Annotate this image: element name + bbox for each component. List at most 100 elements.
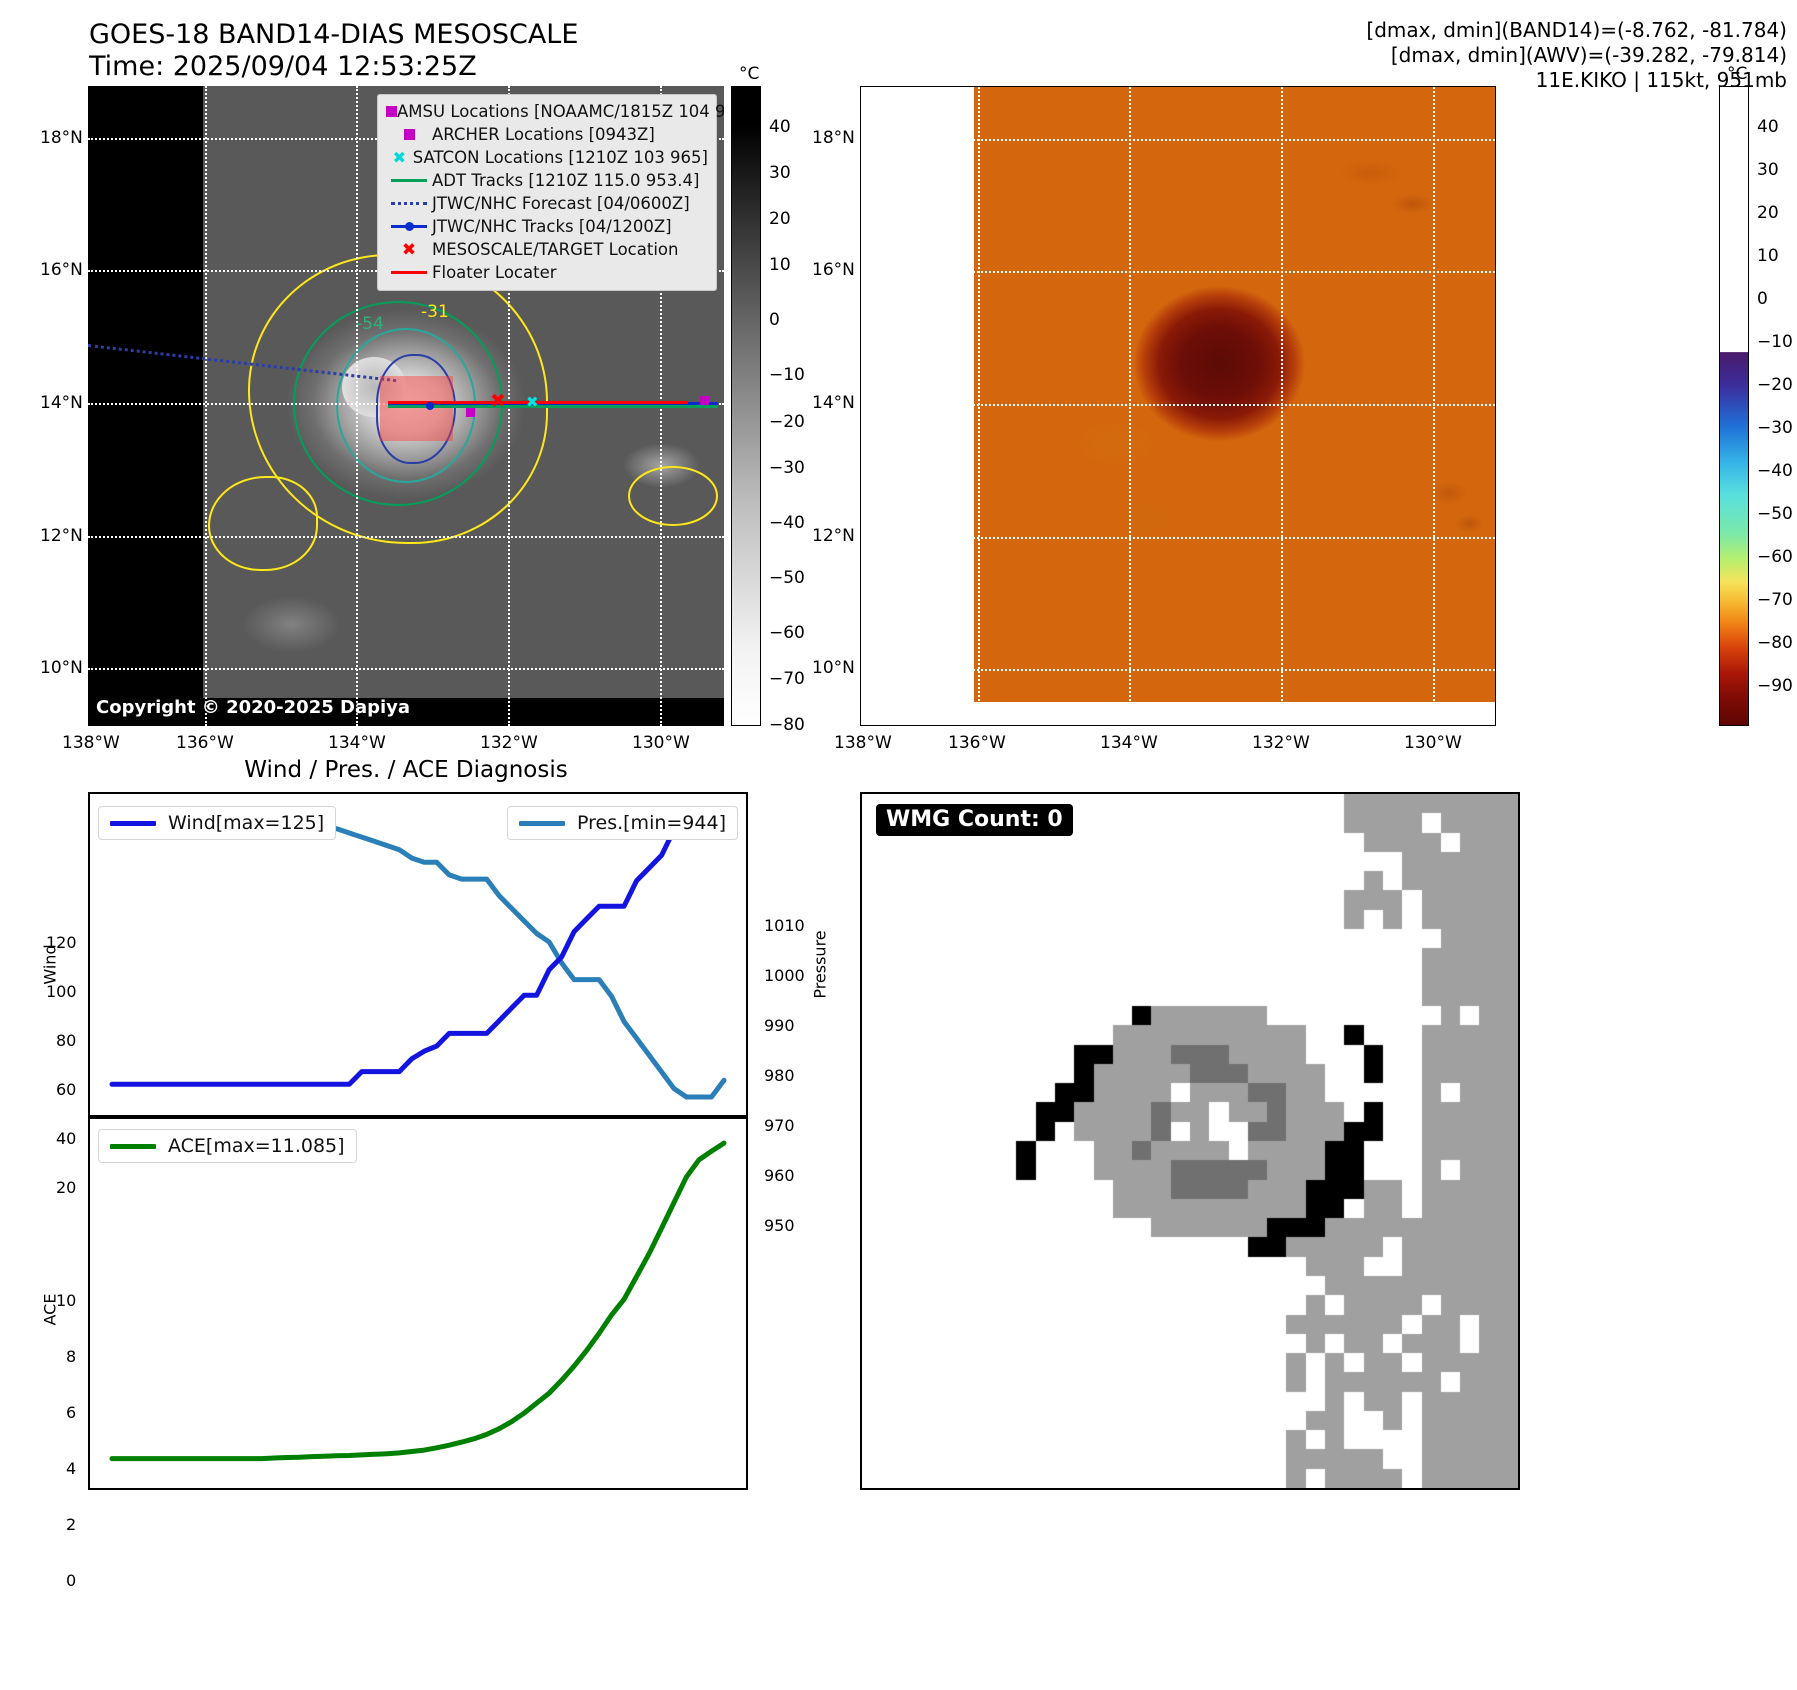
gridline-lon-132w (1281, 87, 1283, 725)
ir-lat-tick-18n: 18°N (40, 128, 83, 148)
ir-panel-legend: AMSU Locations [NOAAMC/1815Z 104 973] AR… (377, 94, 724, 291)
legend-item-archer[interactable]: ARCHER Locations [0943Z] (386, 123, 708, 146)
ir-cb-tick: −40 (769, 513, 805, 533)
ir-lat-tick-14n: 14°N (40, 393, 83, 413)
legend-item-jtwc-tracks[interactable]: JTWC/NHC Tracks [04/1200Z] (386, 215, 708, 238)
wind-tick: 60 (56, 1080, 77, 1099)
x-marker-icon: ✖ (392, 148, 407, 167)
ir-lat-tick-12n: 12°N (40, 526, 83, 546)
wind-pressure-chart[interactable]: Wind[max=125] Pres.[min=944] (88, 792, 748, 1117)
ace-legend-label: ACE[max=11.085] (168, 1135, 345, 1157)
legend-item-mesoscale-target[interactable]: ✖ MESOSCALE/TARGET Location (386, 238, 708, 261)
awv-cb-tick: −80 (1757, 633, 1793, 653)
awv-lon-tick-134w: 134°W (1100, 733, 1158, 753)
ace-series-line (109, 1140, 727, 1462)
ir-lon-tick-130w: 130°W (632, 733, 690, 753)
contour-label-minus54: -54 (356, 314, 384, 334)
solid-line-icon (386, 271, 432, 274)
legend-label: Floater Locater (432, 263, 557, 282)
wmg-panel[interactable]: WMG Count: 0 (860, 792, 1520, 1490)
legend-item-amsu[interactable]: AMSU Locations [NOAAMC/1815Z 104 973] (386, 100, 724, 123)
awv-cb-tick: −70 (1757, 590, 1793, 610)
pressure-line-icon (519, 820, 565, 826)
ace-tick: 0 (66, 1571, 77, 1590)
ace-tick: 4 (66, 1459, 77, 1478)
wind-tick: 100 (46, 982, 77, 1001)
awv-cb-tick: −90 (1757, 676, 1793, 696)
square-marker-icon (386, 106, 397, 117)
contour-yellow-blob-e (628, 466, 718, 526)
ir-cb-tick: 30 (769, 163, 791, 183)
legend-item-floater[interactable]: Floater Locater (386, 261, 708, 284)
ace-plot (109, 1140, 727, 1462)
awv-lat-tick-10n: 10°N (812, 658, 855, 678)
awv-cb-tick: 30 (1757, 160, 1779, 180)
ace-tick: 6 (66, 1403, 77, 1422)
wind-legend[interactable]: Wind[max=125] (98, 806, 337, 840)
pres-tick: 990 (764, 1016, 795, 1035)
ace-chart[interactable]: ACE[max=11.085] (88, 1117, 748, 1490)
satcon-marker: ✖ (526, 393, 539, 411)
legend-label: AMSU Locations [NOAAMC/1815Z 104 973] (397, 102, 724, 121)
pressure-legend[interactable]: Pres.[min=944] (507, 806, 738, 840)
archer-marker (700, 396, 709, 405)
solid-line-icon (386, 179, 432, 182)
gridline-lat-16n (861, 271, 1495, 273)
ir-cb-tick: 0 (769, 310, 780, 330)
wmg-count-badge: WMG Count: 0 (876, 804, 1073, 836)
amsu-marker (466, 408, 475, 417)
gridline-lat-10n (88, 668, 724, 670)
awv-colorbar-unit: °C (1727, 64, 1748, 84)
ir-colorbar-unit: °C (739, 64, 760, 84)
awv-lon-tick-130w: 130°W (1404, 733, 1462, 753)
awv-satellite-panel[interactable] (860, 86, 1496, 726)
legend-item-jtwc-forecast[interactable]: JTWC/NHC Forecast [04/0600Z] (386, 192, 708, 215)
line-with-dot-icon (386, 222, 432, 231)
wind-series-line (109, 814, 727, 1087)
copyright-notice: Copyright © 2020-2025 Dapiya (96, 697, 411, 718)
pres-tick: 980 (764, 1066, 795, 1085)
pres-tick: 1000 (764, 966, 805, 985)
gridline-lon-134w (356, 86, 358, 726)
mesoscale-target-marker: ✖ (490, 390, 506, 412)
ir-cb-tick: 40 (769, 117, 791, 137)
gridline-lat-12n (861, 537, 1495, 539)
awv-cb-tick: 40 (1757, 117, 1779, 137)
wpa-chart-title: Wind / Pres. / ACE Diagnosis (244, 757, 568, 783)
stats-band14: [dmax, dmin](BAND14)=(-8.762, -81.784) (1366, 18, 1787, 42)
gridline-lon-136w (205, 86, 207, 726)
contour-blue-inner (376, 354, 456, 464)
awv-cb-tick: −40 (1757, 461, 1793, 481)
ir-cb-tick: −20 (769, 412, 805, 432)
legend-item-satcon[interactable]: ✖ SATCON Locations [1210Z 103 965] (386, 146, 708, 169)
ir-cb-tick: −10 (769, 365, 805, 385)
ace-legend[interactable]: ACE[max=11.085] (98, 1129, 357, 1163)
awv-colorbar (1719, 86, 1749, 726)
wind-tick: 40 (56, 1129, 77, 1148)
ir-lon-tick-136w: 136°W (176, 733, 234, 753)
wind-legend-label: Wind[max=125] (168, 812, 325, 834)
awv-lon-tick-138w: 138°W (834, 733, 892, 753)
wind-tick: 120 (46, 933, 77, 952)
awv-lat-tick-18n: 18°N (812, 128, 855, 148)
timestamp: Time: 2025/09/04 12:53:25Z (89, 51, 477, 82)
ir-satellite-panel[interactable]: -31 -54 ✖ ✖ AMSU Locations [NOAAMC/1815Z… (88, 86, 724, 726)
awv-lon-tick-136w: 136°W (948, 733, 1006, 753)
legend-item-adt[interactable]: ADT Tracks [1210Z 115.0 953.4] (386, 169, 708, 192)
gridline-lat-12n (88, 536, 724, 538)
ace-line-icon (110, 1143, 156, 1149)
awv-lat-tick-16n: 16°N (812, 260, 855, 280)
wind-tick: 80 (56, 1031, 77, 1050)
ir-cb-tick: 10 (769, 255, 791, 275)
pressure-axis-label: Pressure (810, 930, 830, 999)
pres-tick: 960 (764, 1166, 795, 1185)
pres-tick: 950 (764, 1216, 795, 1235)
ir-cb-tick: −80 (769, 715, 805, 735)
awv-cb-tick: 20 (1757, 203, 1779, 223)
ir-lon-tick-134w: 134°W (328, 733, 386, 753)
legend-label: JTWC/NHC Forecast [04/0600Z] (432, 194, 690, 213)
gridline-lon-136w (978, 87, 980, 725)
ir-cb-tick: −60 (769, 623, 805, 643)
legend-label: ARCHER Locations [0943Z] (432, 125, 655, 144)
